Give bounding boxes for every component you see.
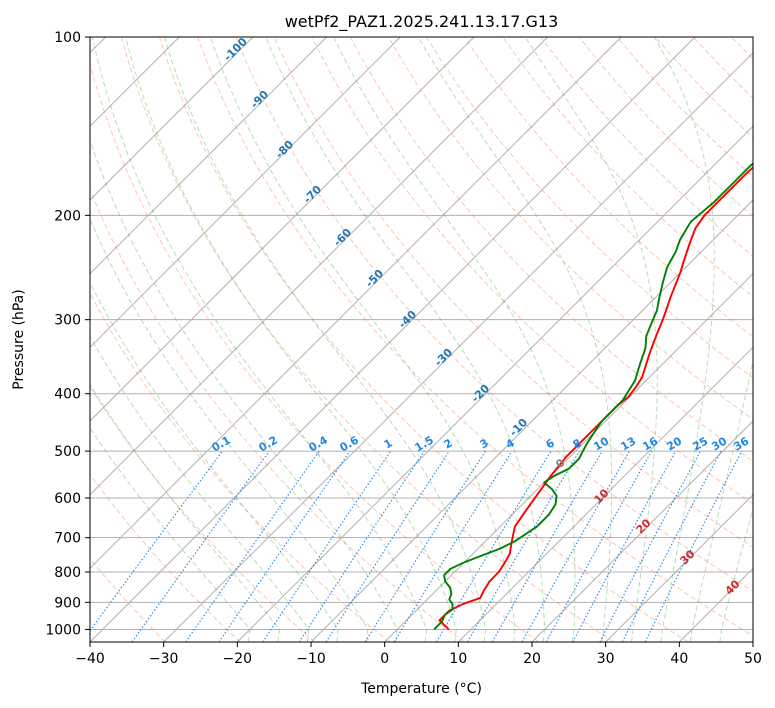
profile-series [433,162,753,631]
y-axis-title: Pressure (hPa) [11,289,27,389]
moist-adiabat-line [333,37,576,642]
dry-adiabat-line [197,37,753,637]
isotherm-line [531,420,753,642]
isotherm-line [457,346,753,642]
dry-adiabat-line [120,37,614,642]
x-tick-label: 0 [380,651,389,667]
x-tick-label: 50 [744,651,762,667]
x-tick-label: 10 [449,651,467,667]
mixing-ratio-line [644,450,743,642]
dewpoint-profile-line [433,162,753,631]
y-tick-label: 1000 [45,622,81,638]
dry-adiabat-line [90,292,390,642]
isotherm-line [236,125,753,642]
mixing-ratio-lines [90,450,743,642]
mixing-ratio-line [572,450,677,642]
dry-adiabat-line [90,385,316,642]
mixing-ratio-line [599,450,701,642]
moist-adiabat-line [524,37,658,642]
y-tick-label: 100 [54,30,81,46]
moist-adiabat-line [90,138,398,642]
dry-adiabat-line [90,62,540,642]
dry-adiabat-line [464,37,753,338]
isobar-gridlines [90,37,753,630]
mixing-ratio-line [393,450,513,642]
x-axis-title: Temperature (°C) [360,681,482,697]
moist-adiabat-line [163,37,487,642]
x-tick-label: −10 [296,651,326,667]
isotherm-line [90,37,622,570]
isotherm-line [90,37,401,349]
moist-adiabat-line [90,335,310,642]
x-tick-label: 40 [670,651,688,667]
x-tick-label: −30 [149,651,179,667]
isotherm-line [384,272,753,642]
mixing-ratio-line [364,450,486,642]
x-tick-label: 20 [523,651,541,667]
x-tick-label: 30 [597,651,615,667]
y-axis: 100 200 300 400 500 600 700 800 900 1000 [45,30,90,638]
moist-adiabat-line [91,37,428,642]
mixing-ratio-line [262,450,392,642]
mixing-ratio-line [325,450,450,642]
plot-frame [89,36,754,643]
y-tick-label: 200 [54,208,81,224]
temperature-profile-line [438,166,753,631]
dry-adiabat-line [90,557,166,642]
y-tick-label: 700 [54,531,81,547]
x-axis: −40 −30 −20 −10 0 10 20 30 40 50 [75,642,762,667]
moist-adiabats [90,37,753,642]
dry-adiabats [90,37,753,642]
moist-adiabat-line [653,37,715,642]
y-tick-label: 400 [54,387,81,403]
mixing-ratio-line [545,450,653,642]
moist-adiabat-line [265,37,546,642]
moist-adiabat-line [689,358,753,642]
dry-adiabat-line [90,188,465,642]
mixing-ratio-line [131,450,270,642]
isotherm-line [90,37,696,642]
chart-title: wetPf2_PAZ1.2025.241.13.17.G13 [285,12,559,32]
moist-adiabat-line [90,427,251,642]
moist-adiabat-line [209,37,516,642]
x-tick-label: −40 [75,651,105,667]
dry-adiabat-line [235,37,753,592]
isotherm-line [90,37,475,422]
dry-adiabat-line [273,37,753,548]
y-tick-label: 300 [54,313,81,329]
isotherm-line [605,493,753,642]
dry-adiabat-line [90,473,241,642]
moist-adiabat-line [90,217,369,642]
y-tick-label: 800 [54,565,81,581]
isotherm-line [163,51,753,642]
y-tick-label: 600 [54,491,81,507]
dry-adiabat-line [159,37,689,642]
skewed-isotherms [90,37,753,642]
mixing-ratio-line [218,450,351,642]
mixing-ratio-line [298,450,425,642]
mixing-ratio-line [521,450,630,642]
mixing-ratio-line [90,450,223,632]
x-tick-label: −20 [223,651,253,667]
mixing-ratio-line [185,450,320,642]
isotherm-line [90,37,328,275]
y-tick-label: 900 [54,595,81,611]
isotherm-line [310,199,753,642]
y-tick-label: 500 [54,444,81,460]
dry-adiabat-line [425,37,753,379]
moist-adiabat-line [90,383,280,642]
mixing-ratio-line [435,450,552,642]
isotherm-line [90,37,549,496]
isotherm-line [90,37,254,201]
dry-adiabat-line [349,37,753,462]
mixing-ratio-line [621,450,722,642]
